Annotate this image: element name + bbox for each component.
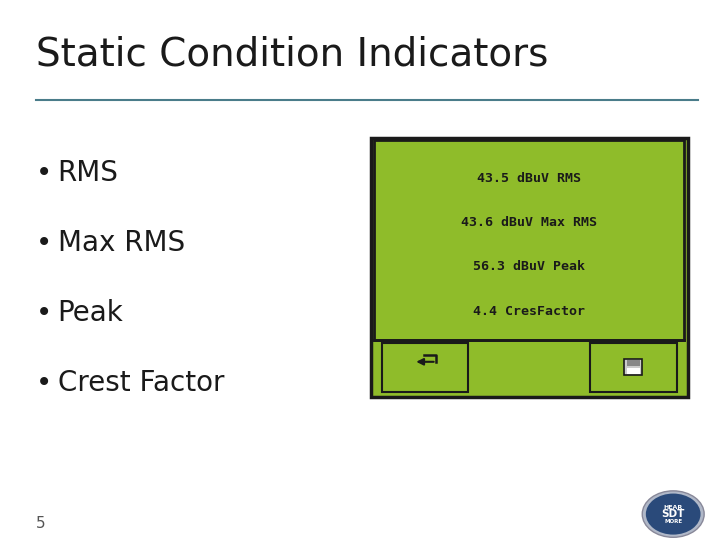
Text: •: • xyxy=(36,299,53,327)
Bar xyxy=(374,140,684,340)
Bar xyxy=(626,368,640,374)
Text: 5: 5 xyxy=(36,516,45,531)
Text: •: • xyxy=(36,159,53,187)
Text: Crest Factor: Crest Factor xyxy=(58,369,224,397)
Circle shape xyxy=(646,494,701,535)
Text: Max RMS: Max RMS xyxy=(58,229,185,257)
Text: Peak: Peak xyxy=(58,299,123,327)
Text: HEAR: HEAR xyxy=(664,505,683,510)
Text: MORE: MORE xyxy=(664,518,683,524)
Bar xyxy=(626,360,640,366)
Text: 4.4 CresFactor: 4.4 CresFactor xyxy=(473,305,585,318)
Text: RMS: RMS xyxy=(58,159,119,187)
Bar xyxy=(382,343,468,391)
Circle shape xyxy=(642,491,704,537)
Text: 43.6 dBuV Max RMS: 43.6 dBuV Max RMS xyxy=(462,216,597,229)
Text: •: • xyxy=(36,369,53,397)
Bar xyxy=(624,359,642,375)
Text: •: • xyxy=(36,229,53,257)
Text: SDT: SDT xyxy=(662,509,685,519)
Bar xyxy=(371,138,688,397)
Text: 56.3 dBuV Peak: 56.3 dBuV Peak xyxy=(473,260,585,273)
Text: Static Condition Indicators: Static Condition Indicators xyxy=(36,35,549,73)
Bar xyxy=(590,343,677,391)
Text: 43.5 dBuV RMS: 43.5 dBuV RMS xyxy=(477,172,581,185)
